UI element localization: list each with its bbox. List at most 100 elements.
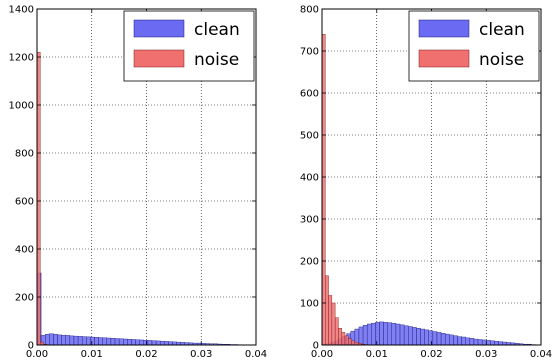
clean-bar <box>159 340 165 346</box>
clean-bar <box>379 321 384 346</box>
clean-bar <box>399 324 405 346</box>
clean-bar <box>465 337 471 346</box>
noise-bar <box>325 275 329 346</box>
x-tick-label: 0.01 <box>81 349 103 360</box>
legend-label-noise: noise <box>479 50 524 70</box>
clean-bar <box>387 322 393 346</box>
clean-bar <box>375 322 380 346</box>
clean-bar <box>94 337 99 346</box>
clean-bar <box>428 330 434 346</box>
clean-bar <box>412 327 417 346</box>
y-tick-label: 800 <box>300 5 319 16</box>
left-histogram-panel: 0.00 0.01 0.02 0.03 0.04 0 200 400 600 800 1000 120… <box>9 5 268 361</box>
y-tick-label: 1400 <box>9 5 34 16</box>
noise-bar <box>341 332 346 346</box>
noise-bar <box>348 338 352 346</box>
y-tick-label: 0 <box>28 341 34 352</box>
clean-bar <box>147 340 153 346</box>
clean-bar <box>358 326 364 346</box>
clean-bar <box>123 338 128 346</box>
y-tick-label: 1000 <box>9 101 34 112</box>
clean-bar <box>102 337 108 346</box>
noise-bar <box>338 328 342 346</box>
y-tick-label: 600 <box>15 197 34 208</box>
y-tick-label: 300 <box>300 215 319 226</box>
clean-bar <box>143 340 149 346</box>
clean-bar <box>440 333 446 346</box>
clean-bar <box>61 334 66 346</box>
clean-bar <box>494 341 499 346</box>
clean-bar <box>151 340 157 346</box>
right-histogram-panel: 0.00 0.01 0.02 0.03 0.04 0 100 200 300 400 500 600 7… <box>300 5 552 361</box>
clean-bar <box>45 334 50 346</box>
y-tick-label: 400 <box>300 173 319 184</box>
x-tick-label: 0.03 <box>475 349 497 360</box>
clean-bar <box>449 334 454 346</box>
y-tick-label: 200 <box>300 257 319 268</box>
clean-bar <box>436 332 442 346</box>
legend-swatch-clean <box>418 19 470 38</box>
clean-bar <box>118 338 124 346</box>
clean-bar <box>424 329 429 346</box>
y-tick-label: 700 <box>300 47 319 58</box>
clean-bar <box>473 338 479 346</box>
clean-bar <box>383 322 388 346</box>
clean-bar <box>127 339 132 346</box>
y-tick-label: 200 <box>15 293 34 304</box>
x-tick-label: 0.01 <box>366 349 388 360</box>
clean-bar <box>49 333 54 346</box>
clean-bar <box>432 331 438 346</box>
y-tick-label: 800 <box>15 149 34 160</box>
clean-bar <box>366 323 372 346</box>
clean-bar <box>155 340 161 346</box>
legend-label-clean: clean <box>479 20 525 40</box>
clean-bar <box>86 336 91 346</box>
legend-swatch-noise <box>133 49 185 68</box>
y-tick-label: 1200 <box>9 53 34 64</box>
x-tick-label: 0.00 <box>311 349 333 360</box>
clean-bar <box>110 338 116 346</box>
clean-bar <box>444 333 450 346</box>
clean-bar <box>57 334 62 346</box>
clean-bar <box>490 340 495 346</box>
clean-bar <box>416 328 421 346</box>
legend-label-clean: clean <box>194 20 240 40</box>
clean-bar <box>498 341 503 346</box>
x-tick-label: 0.04 <box>530 349 552 360</box>
clean-bar <box>395 323 401 346</box>
clean-bar <box>81 336 87 346</box>
clean-bar <box>131 339 136 346</box>
clean-bar <box>403 325 409 346</box>
clean-bar <box>469 338 475 346</box>
legend-swatch-noise <box>418 49 470 68</box>
clean-bar <box>420 328 425 346</box>
clean-bar <box>362 325 368 346</box>
legend-swatch-clean <box>133 19 185 38</box>
clean-bar <box>481 339 487 346</box>
clean-bar <box>477 339 483 346</box>
clean-bar <box>69 335 75 346</box>
legend: clean noise <box>408 10 540 82</box>
noise-bar <box>328 295 333 346</box>
x-tick-label: 0.03 <box>190 349 212 360</box>
clean-bar <box>164 341 169 346</box>
clean-bar <box>461 336 466 346</box>
x-tick-label: 0.04 <box>245 349 267 360</box>
x-tick-label: 0.02 <box>135 349 157 360</box>
noise-bar <box>331 302 336 346</box>
y-tick-label: 0 <box>313 341 319 352</box>
noise-bar <box>344 335 349 346</box>
noise-bar <box>351 340 356 346</box>
clean-bar <box>90 336 95 346</box>
clean-bar <box>139 339 144 346</box>
clean-bar <box>73 335 79 346</box>
clean-bar <box>106 337 112 346</box>
legend: clean noise <box>123 10 255 82</box>
x-tick-label: 0.00 <box>26 349 48 360</box>
clean-bar <box>371 322 376 346</box>
clean-bar <box>114 338 120 346</box>
clean-bar <box>135 339 140 346</box>
clean-bar <box>65 335 71 346</box>
clean-bar <box>168 341 173 346</box>
